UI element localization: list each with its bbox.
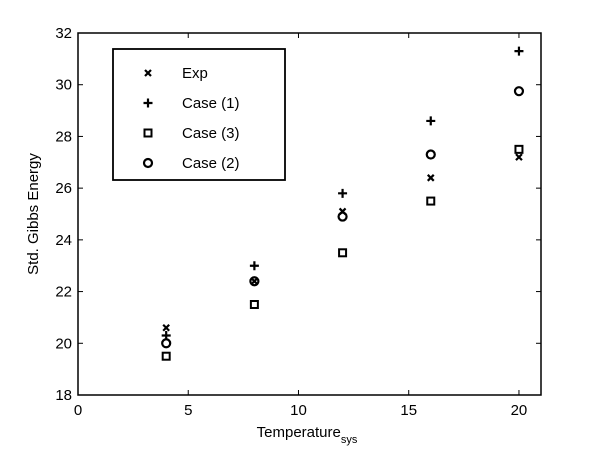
- data-point-plus: [249, 261, 259, 271]
- data-point-square: [161, 351, 171, 361]
- legend-label-case-1: Case (1): [182, 95, 240, 112]
- x-tick-label: 20: [511, 402, 528, 419]
- data-point-square: [249, 300, 259, 309]
- x-tick-label: 10: [290, 402, 307, 419]
- data-markers: [161, 46, 525, 361]
- data-point-x: [250, 277, 259, 286]
- y-tick-label: 30: [55, 77, 72, 94]
- data-point-plus: [514, 46, 524, 56]
- y-axis-label: Std. Gibbs Energy: [25, 153, 42, 275]
- data-point-square: [338, 248, 348, 258]
- data-point-x: [426, 174, 435, 182]
- data-point-circle: [425, 149, 436, 160]
- legend-marker-square: [143, 128, 153, 138]
- data-point-x: [162, 323, 170, 332]
- legend-marker-x: [144, 69, 152, 77]
- y-tick-label: 28: [55, 128, 72, 145]
- axis-tick-labels: 0 5 10 15 20 18 20 22 24 26 28 30 32: [55, 25, 527, 419]
- x-tick-label: 15: [400, 402, 417, 419]
- legend-marker-plus: [143, 98, 153, 108]
- data-point-circle: [249, 276, 260, 287]
- data-point-circle: [513, 86, 525, 97]
- legend-box: [112, 48, 286, 181]
- data-point-x: [515, 153, 523, 161]
- data-point-square: [514, 144, 524, 154]
- axis-ticks: [77, 32, 541, 396]
- data-point-plus: [426, 116, 436, 126]
- x-tick-label: 0: [74, 402, 82, 419]
- data-point-square: [426, 196, 436, 206]
- x-axis-label: Temperaturesys: [257, 424, 358, 446]
- data-point-plus: [338, 188, 348, 198]
- legend: Exp Case (1) Case (3) Case (2): [112, 48, 286, 181]
- y-tick-label: 32: [55, 25, 72, 42]
- data-point-circle: [337, 211, 348, 222]
- legend-markers: [142, 69, 154, 169]
- y-tick-label: 22: [55, 284, 72, 301]
- legend-label-case-3: Case (3): [182, 125, 240, 142]
- y-tick-label: 26: [55, 180, 72, 197]
- legend-marker-circle: [142, 157, 154, 169]
- legend-label-case-2: Case (2): [182, 155, 240, 172]
- legend-label-exp: Exp: [182, 65, 208, 82]
- y-tick-label: 20: [55, 335, 72, 352]
- y-tick-label: 18: [55, 387, 72, 404]
- y-tick-label: 24: [55, 232, 72, 249]
- x-tick-label: 5: [184, 402, 192, 419]
- data-point-circle: [161, 338, 172, 349]
